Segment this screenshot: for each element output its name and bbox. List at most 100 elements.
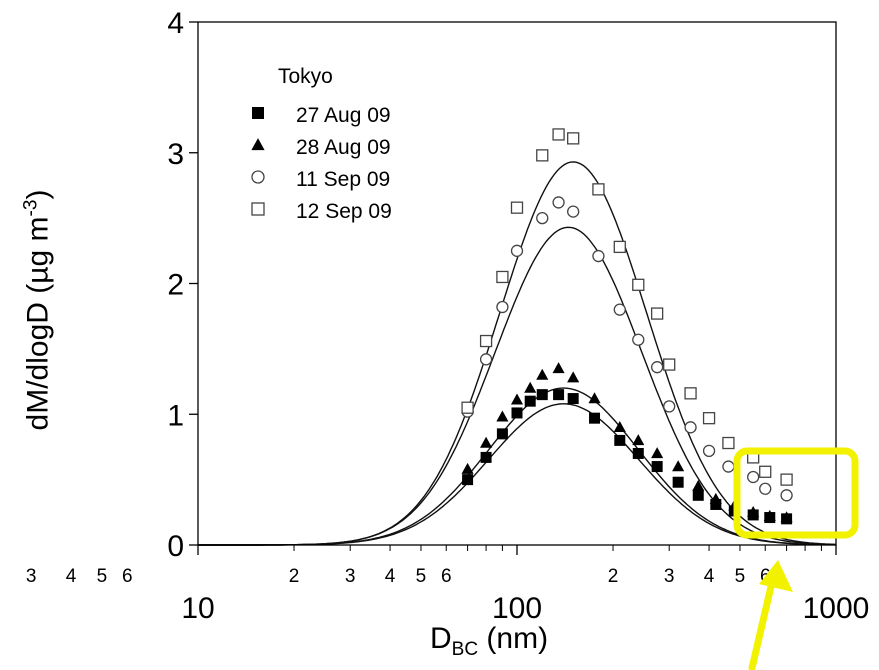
data-point: [759, 482, 772, 495]
data-point: [524, 395, 536, 407]
data-point: [709, 492, 722, 504]
data-point: [553, 389, 565, 401]
data-point: [613, 240, 626, 254]
data-point: [692, 479, 705, 491]
data-point: [710, 498, 722, 510]
data-point: [567, 393, 579, 405]
data-point: [702, 444, 716, 458]
data-point: [588, 392, 601, 404]
x-minor-tick-label: 3: [26, 566, 37, 587]
legend-title: Tokyo: [278, 65, 333, 88]
data-point: [747, 470, 760, 484]
data-point: [567, 132, 580, 145]
x-minor-tick-label: 2: [608, 566, 619, 587]
x-minor-tick-label: 6: [441, 566, 452, 587]
data-point: [461, 462, 474, 474]
legend-entry: 28 Aug 09: [296, 136, 391, 159]
data-point: [510, 244, 524, 257]
data-point: [511, 407, 523, 419]
data-point: [747, 505, 760, 517]
x-minor-tick-label: 4: [66, 566, 77, 587]
data-point: [632, 278, 645, 291]
data-point: [650, 307, 664, 320]
x-minor-tick-label: 3: [345, 566, 356, 587]
data-point: [479, 353, 493, 366]
data-point: [672, 476, 684, 488]
data-point: [567, 371, 580, 383]
data-point: [759, 465, 772, 478]
x-minor-tick-label: 5: [735, 566, 746, 587]
x-minor-tick-label: 6: [122, 566, 133, 587]
data-point: [780, 473, 793, 486]
y-tick-label: 4: [167, 7, 184, 40]
data-point: [567, 205, 580, 218]
data-points: [461, 128, 793, 525]
highlight-annotation: [733, 447, 859, 670]
data-point: [496, 410, 509, 422]
y-tick-label: 2: [167, 269, 184, 302]
data-point: [702, 412, 716, 425]
data-point: [592, 249, 605, 263]
data-point: [510, 393, 524, 405]
axes: 01234101001000234562345623456: [26, 7, 870, 625]
data-point: [510, 201, 524, 214]
data-point: [632, 447, 644, 459]
data-point: [684, 387, 697, 400]
data-point: [763, 509, 776, 521]
arrow-shaft: [748, 574, 777, 670]
x-tick-label: 10: [181, 592, 214, 625]
x-minor-tick-label: 3: [664, 566, 675, 587]
data-point: [684, 421, 697, 434]
x-tick-label: 100: [492, 592, 542, 625]
data-point: [589, 412, 601, 424]
data-point: [672, 460, 685, 472]
data-point: [536, 368, 549, 380]
data-point: [480, 436, 493, 448]
data-point: [722, 436, 735, 450]
data-point: [536, 211, 549, 225]
data-point: [461, 401, 474, 414]
data-point: [552, 128, 565, 141]
data-point: [536, 149, 549, 162]
y-tick-label: 0: [167, 530, 184, 563]
legend: Tokyo 27 Aug 09 28 Aug 09 11 Sep 09 12 Sep 0…: [251, 65, 392, 223]
legend-entry: 12 Sep 09: [296, 200, 392, 223]
x-minor-tick-label: 4: [704, 566, 715, 587]
data-point: [780, 489, 793, 502]
legend-marker: [251, 202, 265, 216]
data-point: [552, 196, 565, 209]
data-point: [780, 511, 793, 523]
data-point: [651, 447, 664, 459]
x-tick-label: 1000: [803, 592, 870, 625]
data-point: [496, 428, 508, 440]
data-point: [692, 489, 704, 501]
arrow-head: [759, 560, 793, 592]
legend-entry: 11 Sep 09: [296, 168, 390, 191]
data-point: [496, 300, 509, 314]
x-minor-tick-label: 2: [289, 566, 300, 587]
legend-marker: [251, 138, 265, 151]
legend-entry: 27 Aug 09: [296, 104, 391, 127]
data-point: [614, 434, 626, 446]
data-point: [632, 434, 645, 446]
data-point: [524, 381, 537, 393]
highlight-box: [733, 447, 859, 539]
legend-marker: [251, 170, 265, 184]
data-point: [722, 460, 735, 473]
data-point: [479, 334, 493, 348]
data-point: [613, 421, 626, 432]
data-point: [663, 358, 676, 371]
data-point: [536, 389, 548, 401]
data-point: [613, 303, 626, 316]
y-axis-title: dM/dlogD (µg m-3): [20, 189, 55, 431]
y-tick-label: 3: [167, 138, 184, 171]
data-point: [552, 362, 565, 374]
data-point: [663, 400, 676, 413]
x-minor-tick-label: 4: [385, 566, 396, 587]
data-point: [592, 183, 605, 196]
y-tick-label: 1: [167, 399, 184, 432]
data-point: [632, 333, 645, 346]
legend-marker: [252, 107, 264, 119]
x-minor-tick-label: 5: [416, 566, 427, 587]
